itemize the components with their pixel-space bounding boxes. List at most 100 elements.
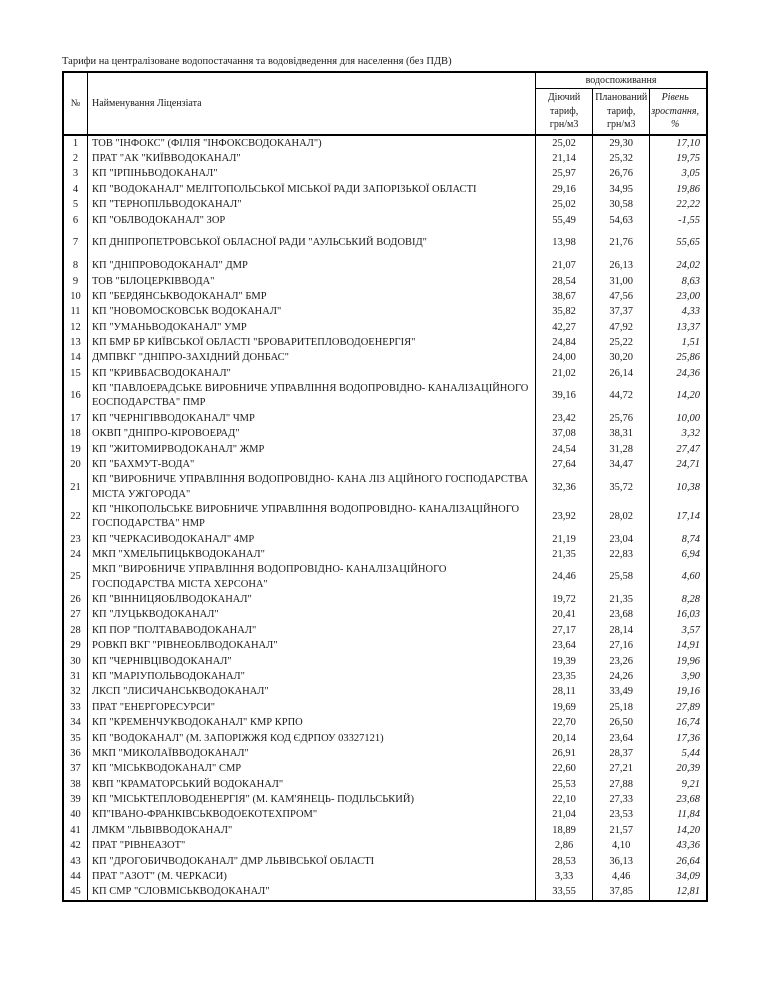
table-row: 41 ЛМКМ "ЛЬВІВВОДОКАНАЛ" 18,89 21,57 14,20 bbox=[62, 823, 708, 839]
cell-row-number: 6 bbox=[62, 212, 88, 229]
cell-planned-tariff: 34,47 bbox=[592, 457, 651, 473]
table-row: 5 КП "ТЕРНОПІЛЬВОДОКАНАЛ" 25,02 30,58 22,22 bbox=[62, 197, 708, 213]
table-row: 14 ДМПВКГ "ДНІПРО-ЗАХІДНИЙ ДОНБАС" 24,00 30… bbox=[62, 350, 708, 367]
cell-row-number: 33 bbox=[62, 700, 88, 716]
cell-planned-tariff: 26,50 bbox=[592, 715, 651, 731]
table-row: 15 КП "КРИВБАСВОДОКАНАЛ" 21,02 26,14 24,36 bbox=[62, 366, 708, 382]
cell-row-number: 35 bbox=[62, 730, 88, 747]
cell-planned-tariff: 27,33 bbox=[592, 792, 651, 808]
table-row: 43 КП "ДРОГОБИЧВОДОКАНАЛ" ДМР ЛЬВІВСЬКОЇ … bbox=[62, 854, 708, 870]
cell-row-number: 34 bbox=[62, 715, 88, 731]
cell-row-number: 41 bbox=[62, 823, 88, 839]
header-cell-licensee-name: Найменування Ліцензіата bbox=[87, 72, 536, 136]
cell-licensee-name: КП "МІСЬКВОДОКАНАЛ" СМР bbox=[87, 761, 536, 778]
cell-current-tariff: 19,69 bbox=[534, 700, 594, 716]
cell-current-tariff: 18,89 bbox=[534, 823, 594, 839]
cell-growth-rate: 17,10 bbox=[649, 135, 708, 152]
cell-growth-rate: 43,36 bbox=[649, 838, 708, 855]
table-row: 34 КП "КРЕМЕНЧУКВОДОКАНАЛ" КМР КРПО 22,70 2… bbox=[62, 715, 708, 731]
cell-row-number: 44 bbox=[62, 869, 88, 885]
cell-growth-rate: 19,96 bbox=[649, 653, 708, 670]
cell-current-tariff: 23,64 bbox=[534, 638, 594, 654]
table-row: 3 КП "ІРПІНЬВОДОКАНАЛ" 25,97 26,76 3,05 bbox=[62, 166, 708, 183]
cell-current-tariff: 3,33 bbox=[534, 869, 594, 885]
cell-current-tariff: 2,86 bbox=[534, 838, 594, 855]
cell-row-number: 23 bbox=[62, 532, 88, 548]
table-row: 21 КП "ВИРОБНИЧЕ УПРАВЛІННЯ ВОДОПРОВІДНО-… bbox=[62, 472, 708, 503]
cell-growth-rate: 14,20 bbox=[649, 381, 708, 412]
table-row: 45 КП СМР "СЛОВМІСЬКВОДОКАНАЛ" 33,55 37,85 1… bbox=[62, 884, 708, 902]
cell-current-tariff: 24,46 bbox=[534, 562, 594, 593]
table-row: 31 КП "МАРІУПОЛЬВОДОКАНАЛ" 23,35 24,26 3,90 bbox=[62, 669, 708, 685]
tariff-table-body: 1 ТОВ "ІНФОКС" (ФІЛІЯ "ІНФОКСВОДОКАНАЛ") 2… bbox=[62, 135, 708, 902]
cell-planned-tariff: 28,02 bbox=[592, 502, 651, 533]
cell-planned-tariff: 26,14 bbox=[592, 366, 651, 382]
cell-growth-rate: 22,22 bbox=[649, 197, 708, 213]
cell-growth-rate: 24,36 bbox=[649, 366, 708, 382]
cell-licensee-name: КП "МІСЬКТЕПЛОВОДЕНЕРГІЯ" (М. КАМ'ЯНЕЦЬ-… bbox=[87, 792, 536, 808]
cell-planned-tariff: 30,20 bbox=[592, 350, 651, 367]
cell-growth-rate: 19,86 bbox=[649, 182, 708, 198]
cell-planned-tariff: 25,58 bbox=[592, 562, 651, 593]
cell-licensee-name: КП "ТЕРНОПІЛЬВОДОКАНАЛ" bbox=[87, 197, 536, 213]
cell-row-number: 40 bbox=[62, 807, 88, 824]
cell-current-tariff: 22,70 bbox=[534, 715, 594, 731]
cell-licensee-name: КП ДНІПРОПЕТРОВСЬКОЇ ОБЛАСНОЇ РАДИ "АУЛЬ… bbox=[87, 228, 536, 259]
cell-planned-tariff: 37,37 bbox=[592, 304, 651, 321]
cell-planned-tariff: 35,72 bbox=[592, 472, 651, 503]
cell-current-tariff: 28,53 bbox=[534, 854, 594, 870]
cell-current-tariff: 35,82 bbox=[534, 304, 594, 321]
cell-row-number: 30 bbox=[62, 653, 88, 670]
cell-growth-rate: -1,55 bbox=[649, 212, 708, 229]
cell-licensee-name: КП "ДНІПРОВОДОКАНАЛ" ДМР bbox=[87, 258, 536, 274]
cell-licensee-name: ДМПВКГ "ДНІПРО-ЗАХІДНИЙ ДОНБАС" bbox=[87, 350, 536, 367]
cell-licensee-name: КП "БЕРДЯНСЬКВОДОКАНАЛ" БМР bbox=[87, 289, 536, 305]
cell-row-number: 39 bbox=[62, 792, 88, 808]
cell-current-tariff: 20,41 bbox=[534, 607, 594, 624]
cell-current-tariff: 13,98 bbox=[534, 228, 594, 259]
cell-growth-rate: 14,20 bbox=[649, 823, 708, 839]
cell-row-number: 12 bbox=[62, 320, 88, 336]
cell-growth-rate: 34,09 bbox=[649, 869, 708, 885]
cell-planned-tariff: 23,64 bbox=[592, 730, 651, 747]
table-row: 17 КП "ЧЕРНІГІВВОДОКАНАЛ" ЧМР 23,42 25,76 10… bbox=[62, 411, 708, 427]
cell-planned-tariff: 25,32 bbox=[592, 151, 651, 167]
cell-growth-rate: 27,89 bbox=[649, 700, 708, 716]
cell-growth-rate: 19,16 bbox=[649, 684, 708, 701]
cell-row-number: 7 bbox=[62, 228, 88, 259]
cell-licensee-name: ПРАТ "РІВНЕАЗОТ" bbox=[87, 838, 536, 855]
cell-licensee-name: ОКВП "ДНІПРО-КІРОВОЕРАД" bbox=[87, 426, 536, 443]
cell-current-tariff: 37,08 bbox=[534, 426, 594, 443]
table-row: 16 КП "ПАВЛОЕРАДСЬКЕ ВИРОБНИЧЕ УПРАВЛІННЯ… bbox=[62, 381, 708, 412]
cell-planned-tariff: 27,21 bbox=[592, 761, 651, 778]
cell-row-number: 10 bbox=[62, 289, 88, 305]
cell-growth-rate: 4,33 bbox=[649, 304, 708, 321]
cell-growth-rate: 55,65 bbox=[649, 228, 708, 259]
cell-row-number: 37 bbox=[62, 761, 88, 778]
table-row: 22 КП "НІКОПОЛЬСЬКЕ ВИРОБНИЧЕ УПРАВЛІННЯ … bbox=[62, 502, 708, 533]
cell-planned-tariff: 38,31 bbox=[592, 426, 651, 443]
cell-row-number: 19 bbox=[62, 442, 88, 458]
cell-current-tariff: 25,02 bbox=[534, 197, 594, 213]
cell-planned-tariff: 36,13 bbox=[592, 854, 651, 870]
table-row: 40 КП"ІВАНО-ФРАНКІВСЬКВОДОЕКОТЕХПРОМ" 21,0… bbox=[62, 807, 708, 824]
cell-licensee-name: КП "ОБЛВОДОКАНАЛ" ЗОР bbox=[87, 212, 536, 229]
cell-row-number: 27 bbox=[62, 607, 88, 624]
cell-growth-rate: 27,47 bbox=[649, 442, 708, 458]
table-row: 27 КП "ЛУЦЬКВОДОКАНАЛ" 20,41 23,68 16,03 bbox=[62, 607, 708, 624]
cell-planned-tariff: 47,56 bbox=[592, 289, 651, 305]
table-row: 11 КП "НОВОМОСКОВСЬК ВОДОКАНАЛ" 35,82 37,37… bbox=[62, 304, 708, 321]
cell-growth-rate: 16,03 bbox=[649, 607, 708, 624]
table-row: 23 КП "ЧЕРКАСИВОДОКАНАЛ" 4МР 21,19 23,04 8,7… bbox=[62, 532, 708, 548]
cell-current-tariff: 28,54 bbox=[534, 273, 594, 290]
table-row: 4 КП "ВОДОКАНАЛ" МЕЛІТОПОЛЬСЬКОЇ МІСЬКОЇ … bbox=[62, 182, 708, 198]
cell-growth-rate: 19,75 bbox=[649, 151, 708, 167]
table-row: 13 КП БМР БР КИЇВСЬКОЇ ОБЛАСТІ "БРОВАРИТЕ… bbox=[62, 335, 708, 351]
cell-row-number: 32 bbox=[62, 684, 88, 701]
cell-licensee-name: КВП "КРАМАТОРСЬКИЙ ВОДОКАНАЛ" bbox=[87, 777, 536, 793]
cell-licensee-name: КП "ВОДОКАНАЛ" МЕЛІТОПОЛЬСЬКОЇ МІСЬКОЇ Р… bbox=[87, 182, 536, 198]
cell-licensee-name: КП "ПАВЛОЕРАДСЬКЕ ВИРОБНИЧЕ УПРАВЛІННЯ В… bbox=[87, 381, 536, 412]
table-row: 44 ПРАТ "АЗОТ" (М. ЧЕРКАСИ) 3,33 4,46 34,09 bbox=[62, 869, 708, 885]
cell-row-number: 45 bbox=[62, 884, 88, 902]
cell-row-number: 13 bbox=[62, 335, 88, 351]
